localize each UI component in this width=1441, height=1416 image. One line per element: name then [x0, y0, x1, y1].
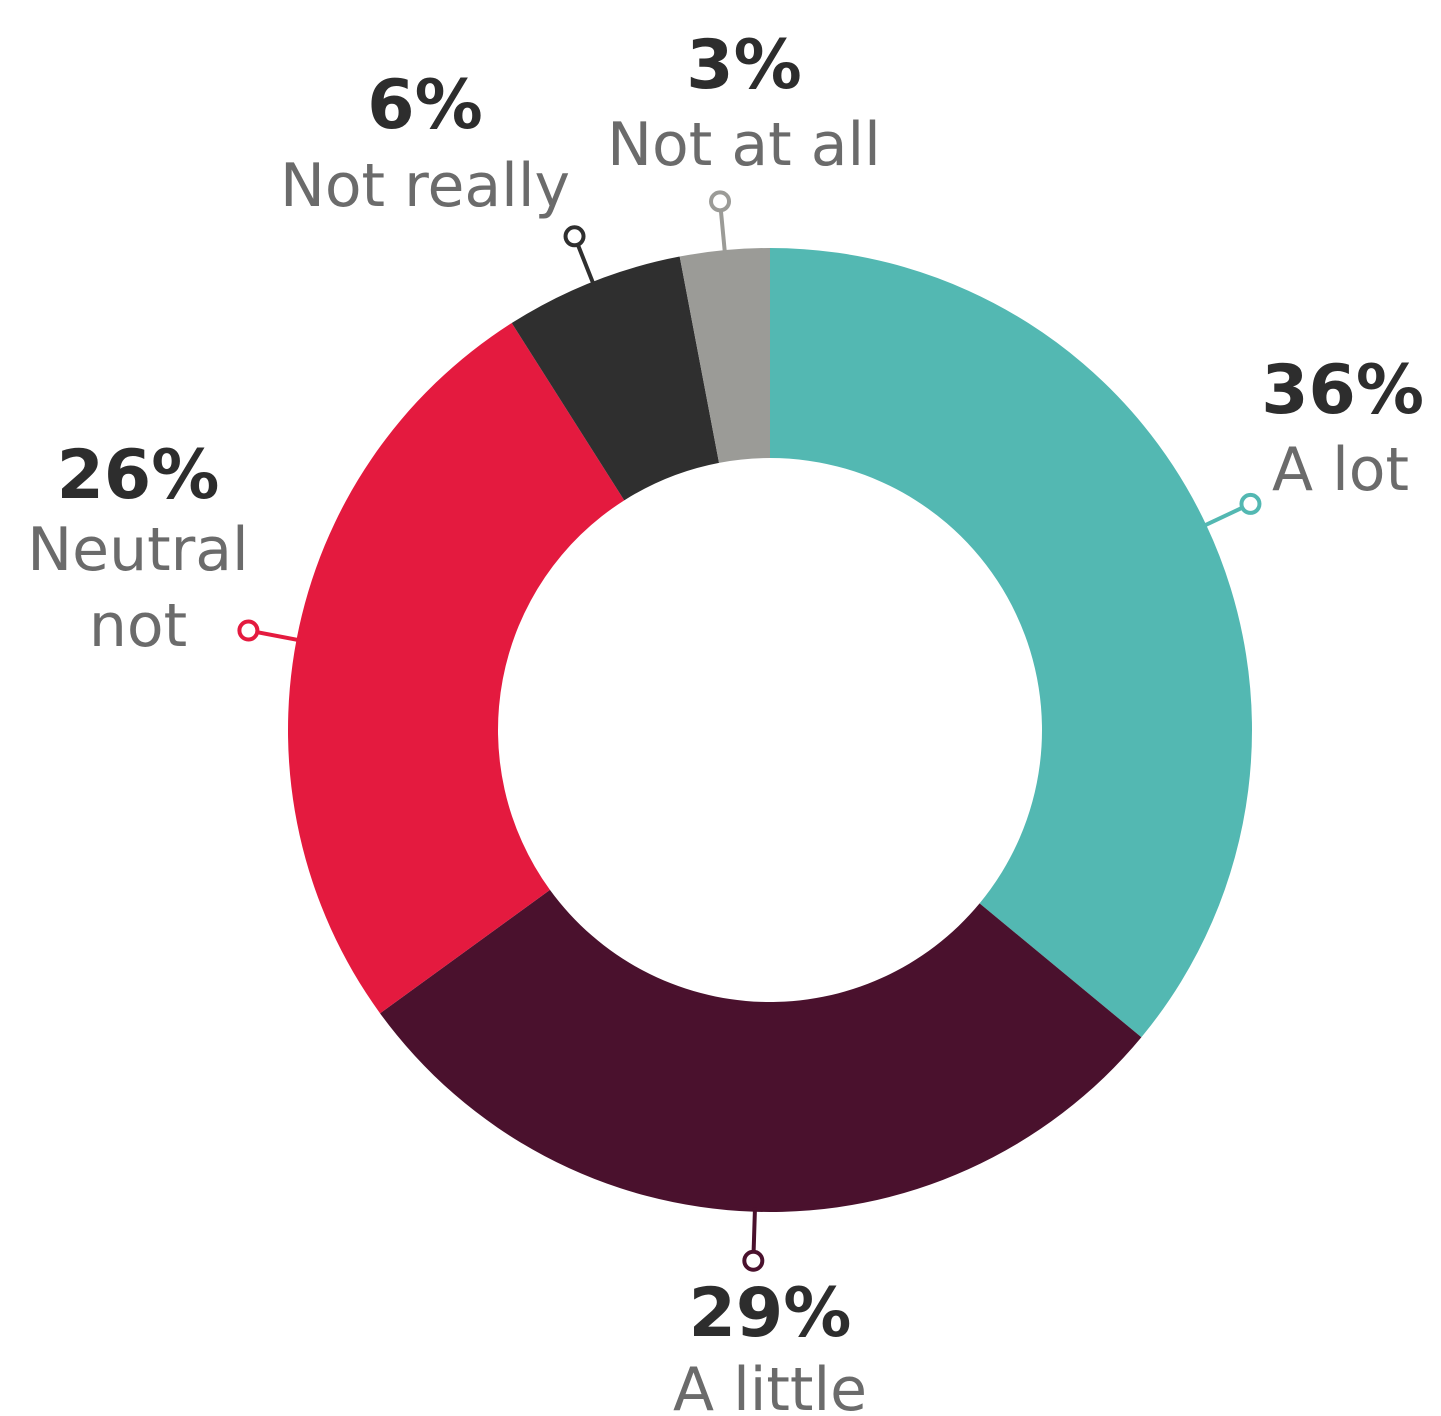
category-label-not-at-all: Not at all [607, 110, 881, 180]
leader-marker-a-lot [1239, 492, 1262, 515]
leader-marker-a-little [742, 1249, 765, 1272]
value-label-not-at-all: 3% [686, 26, 801, 105]
slices-group [287, 248, 1253, 1213]
leader-line-neutral-not [256, 630, 301, 643]
leader-marker-neutral-not [237, 619, 260, 642]
value-label-a-little: 29% [689, 1274, 852, 1353]
leader-line-a-lot [1201, 505, 1244, 529]
value-label-not-really: 6% [367, 66, 482, 145]
leader-marker-not-really [563, 225, 586, 248]
slice-not-really [511, 256, 720, 501]
slice-not-at-all [679, 248, 770, 463]
leader-line-a-little [751, 1207, 757, 1252]
category-label-neutral-not: Neutral not [27, 515, 248, 661]
slice-a-little [380, 889, 1142, 1213]
slice-neutral-not [287, 323, 625, 1014]
value-label-a-lot: 36% [1261, 351, 1424, 430]
leader-line-not-at-all [718, 210, 728, 255]
leader-marker-not-at-all [709, 190, 732, 213]
category-label-a-lot: A lot [1272, 435, 1409, 505]
value-label-neutral-not: 26% [57, 436, 220, 515]
category-label-a-little: A little [673, 1355, 867, 1416]
leader-line-not-really [575, 243, 596, 287]
labels-group: 36%A lot 29%A little 26%Neutral not 6%Not re… [27, 26, 1424, 1416]
category-label-not-really: Not really [280, 151, 570, 221]
leader-lines-group [237, 190, 1262, 1272]
slice-a-lot [770, 248, 1253, 1038]
